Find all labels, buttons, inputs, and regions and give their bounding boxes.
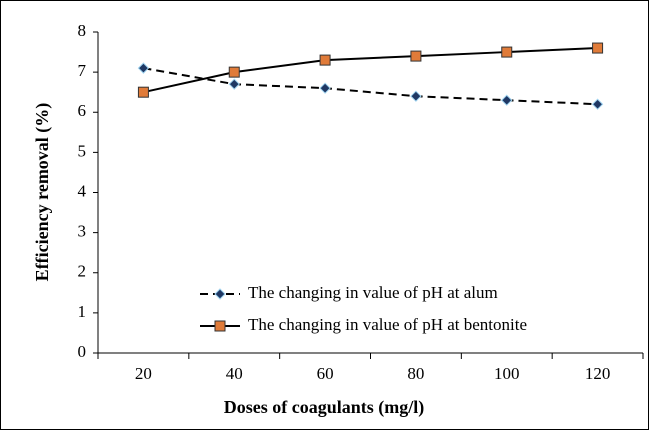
series-line bbox=[143, 67, 598, 106]
y-tick-label: 2 bbox=[78, 262, 87, 281]
marker bbox=[410, 50, 422, 62]
marker bbox=[591, 98, 604, 110]
y-tick-label: 0 bbox=[78, 342, 87, 361]
y-tick-label: 6 bbox=[78, 101, 87, 120]
marker bbox=[228, 78, 240, 90]
marker bbox=[228, 66, 240, 78]
marker bbox=[319, 54, 331, 66]
x-tick-label: 20 bbox=[135, 364, 152, 383]
y-tick-label: 5 bbox=[78, 141, 87, 160]
x-tick-label: 60 bbox=[317, 364, 334, 383]
legend-item: The changing in value of pH at alum bbox=[200, 283, 498, 302]
legend-label: The changing in value of pH at bentonite bbox=[248, 315, 527, 334]
series-line bbox=[143, 47, 598, 94]
x-tick-label: 40 bbox=[226, 364, 243, 383]
x-axis-title: Doses of coagulants (mg/l) bbox=[224, 397, 425, 418]
y-tick-label: 7 bbox=[78, 61, 87, 80]
legend-label: The changing in value of pH at alum bbox=[248, 283, 498, 302]
y-tick-label: 3 bbox=[78, 222, 87, 241]
y-tick-label: 4 bbox=[78, 181, 87, 200]
marker bbox=[319, 82, 331, 94]
legend-marker bbox=[214, 320, 226, 332]
x-tick-label: 120 bbox=[585, 364, 611, 383]
y-axis-title: Efficiency removal (%) bbox=[32, 103, 53, 282]
x-tick-label: 100 bbox=[494, 364, 520, 383]
y-tick-label: 1 bbox=[78, 302, 87, 321]
legend-item: The changing in value of pH at bentonite bbox=[200, 315, 527, 334]
x-tick-label: 80 bbox=[407, 364, 424, 383]
y-tick-label: 8 bbox=[78, 21, 87, 40]
marker bbox=[137, 86, 149, 98]
marker bbox=[592, 42, 604, 54]
legend-marker bbox=[214, 288, 226, 300]
marker bbox=[501, 94, 513, 106]
marker bbox=[137, 62, 150, 74]
marker bbox=[410, 90, 422, 102]
marker bbox=[501, 46, 513, 58]
